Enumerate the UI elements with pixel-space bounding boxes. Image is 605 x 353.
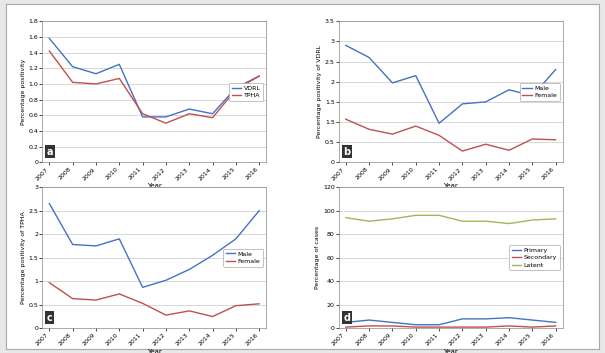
Text: b: b [343, 147, 350, 157]
Text: d: d [343, 313, 350, 323]
Y-axis label: Percentage positivity of VDRL: Percentage positivity of VDRL [317, 45, 322, 138]
X-axis label: Year: Year [147, 348, 162, 353]
Y-axis label: Percentage positivity: Percentage positivity [21, 59, 25, 125]
Legend: Male, Female: Male, Female [223, 249, 263, 267]
Legend: VDRL, TPHA: VDRL, TPHA [229, 83, 263, 101]
Legend: Primary, Secondary, Latent: Primary, Secondary, Latent [509, 245, 560, 270]
Text: c: c [47, 313, 53, 323]
Legend: Male, Female: Male, Female [520, 83, 560, 101]
Y-axis label: Percentage positivity of TPHA: Percentage positivity of TPHA [21, 211, 25, 304]
Text: a: a [47, 147, 53, 157]
Y-axis label: Percentage of cases: Percentage of cases [315, 226, 320, 289]
X-axis label: Year: Year [443, 348, 458, 353]
X-axis label: Year: Year [147, 183, 162, 189]
X-axis label: Year: Year [443, 183, 458, 189]
